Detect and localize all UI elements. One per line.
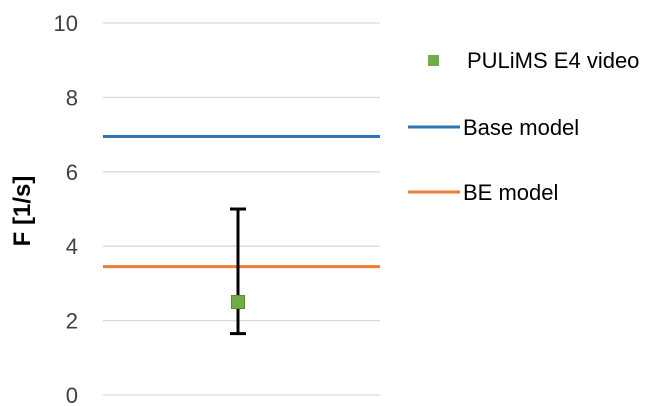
legend-label: PULiMS E4 video [467,48,639,73]
y-tick-labels: 0 2 4 6 8 10 [54,11,78,406]
series-layer [103,134,380,336]
y-axis-label: F [1/s] [9,176,36,247]
y-tick-label: 4 [66,234,78,259]
legend: PULiMS E4 video Base model BE model [408,48,639,205]
legend-label: BE model [463,180,558,205]
data-point [231,295,245,309]
y-tick-label: 0 [66,383,78,406]
gridlines [103,22,380,396]
y-tick-label: 10 [54,11,78,36]
legend-marker [428,55,439,66]
y-tick-label: 2 [66,309,78,334]
legend-label: Base model [463,115,579,140]
y-tick-label: 6 [66,160,78,185]
y-tick-label: 8 [66,85,78,110]
